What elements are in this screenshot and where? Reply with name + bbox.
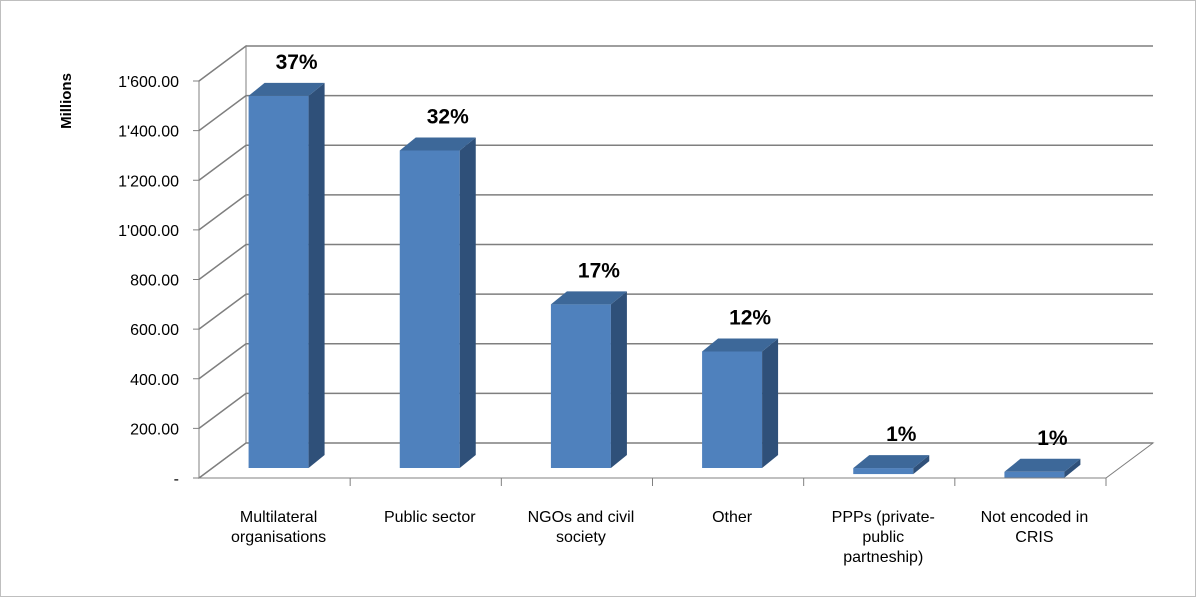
bar-top — [550, 291, 627, 305]
gridlines — [198, 45, 1153, 479]
y-tick-label: 1'200.00 — [118, 173, 179, 190]
bar-side — [913, 455, 930, 475]
category-label: NGOs and civil society — [528, 509, 635, 546]
category-label: Other — [712, 509, 753, 526]
data-label: 1% — [1037, 427, 1068, 450]
gridline — [198, 194, 1153, 231]
bar-front — [550, 304, 611, 468]
gridline — [198, 144, 1153, 181]
bar — [1004, 458, 1081, 478]
bar-front — [1004, 471, 1065, 478]
y-tick-label: 800.00 — [130, 273, 179, 290]
bar — [248, 82, 325, 468]
bar-front — [702, 351, 763, 468]
y-axis-ticks: - 200.00 400.00 600.00 800.00 1'000.00 1'200.0… — [118, 74, 199, 488]
bar-top — [1004, 458, 1081, 472]
bar — [550, 291, 627, 468]
bar-side — [308, 82, 325, 468]
bar-front — [853, 468, 914, 475]
category-label-line: CRIS — [1015, 529, 1053, 546]
gridline — [198, 442, 1153, 479]
x-axis-categories: Multilateral organisations Public sector NG… — [199, 477, 1107, 566]
gridline — [198, 343, 1153, 380]
category-label-line: partneship) — [843, 549, 923, 566]
y-tick-label: 1'600.00 — [118, 74, 179, 91]
y-tick-label: 600.00 — [130, 322, 179, 339]
data-label: 1% — [886, 423, 917, 446]
category-label-line: Not encoded in — [981, 509, 1089, 526]
data-labels: 37% 32% 17% 12% 1% 1% — [276, 51, 1068, 450]
data-label: 12% — [729, 306, 771, 329]
gridline — [198, 293, 1153, 330]
data-label: 17% — [578, 259, 620, 282]
chart-walls — [197, 45, 1155, 479]
bar-top — [853, 455, 930, 469]
bar-side — [459, 137, 476, 468]
category-label: Not encoded in CRIS — [981, 509, 1089, 546]
bar — [399, 137, 476, 468]
bar-front — [399, 150, 460, 468]
gridline — [198, 45, 1153, 82]
data-label: 32% — [427, 105, 469, 128]
category-label: PPPs (private-public partneship) — [832, 509, 935, 566]
y-tick-label: 1'400.00 — [118, 124, 179, 141]
bar-front — [248, 95, 309, 468]
category-label-line: PPPs (private- — [832, 509, 935, 526]
gridline — [198, 392, 1153, 429]
category-label-line: NGOs and civil — [528, 509, 635, 526]
category-label-line: organisations — [231, 529, 326, 546]
bars — [248, 82, 1081, 478]
bar — [853, 455, 930, 475]
bar-top — [399, 137, 476, 151]
bar-top — [702, 338, 779, 352]
bar-top — [248, 82, 325, 96]
bar-side — [762, 338, 779, 468]
category-label-line: Public sector — [384, 509, 476, 526]
gridline — [198, 243, 1153, 281]
data-label: 37% — [276, 51, 318, 74]
category-label-line: Multilateral — [240, 509, 317, 526]
category-label-line: Other — [712, 509, 753, 526]
y-tick-label: 200.00 — [130, 421, 179, 438]
y-tick-label: 400.00 — [130, 372, 179, 389]
bar-side — [610, 291, 627, 468]
bar — [702, 338, 779, 468]
y-tick-label: 1'000.00 — [118, 223, 179, 240]
category-label: Public sector — [384, 509, 476, 526]
category-label-line: public — [862, 529, 904, 546]
gridline — [198, 94, 1153, 132]
y-axis-label: Millions — [58, 73, 75, 129]
category-label-line: society — [556, 529, 606, 546]
bar-side — [1064, 458, 1081, 478]
category-label: Multilateral organisations — [231, 509, 326, 546]
y-tick-label: - — [174, 471, 179, 488]
